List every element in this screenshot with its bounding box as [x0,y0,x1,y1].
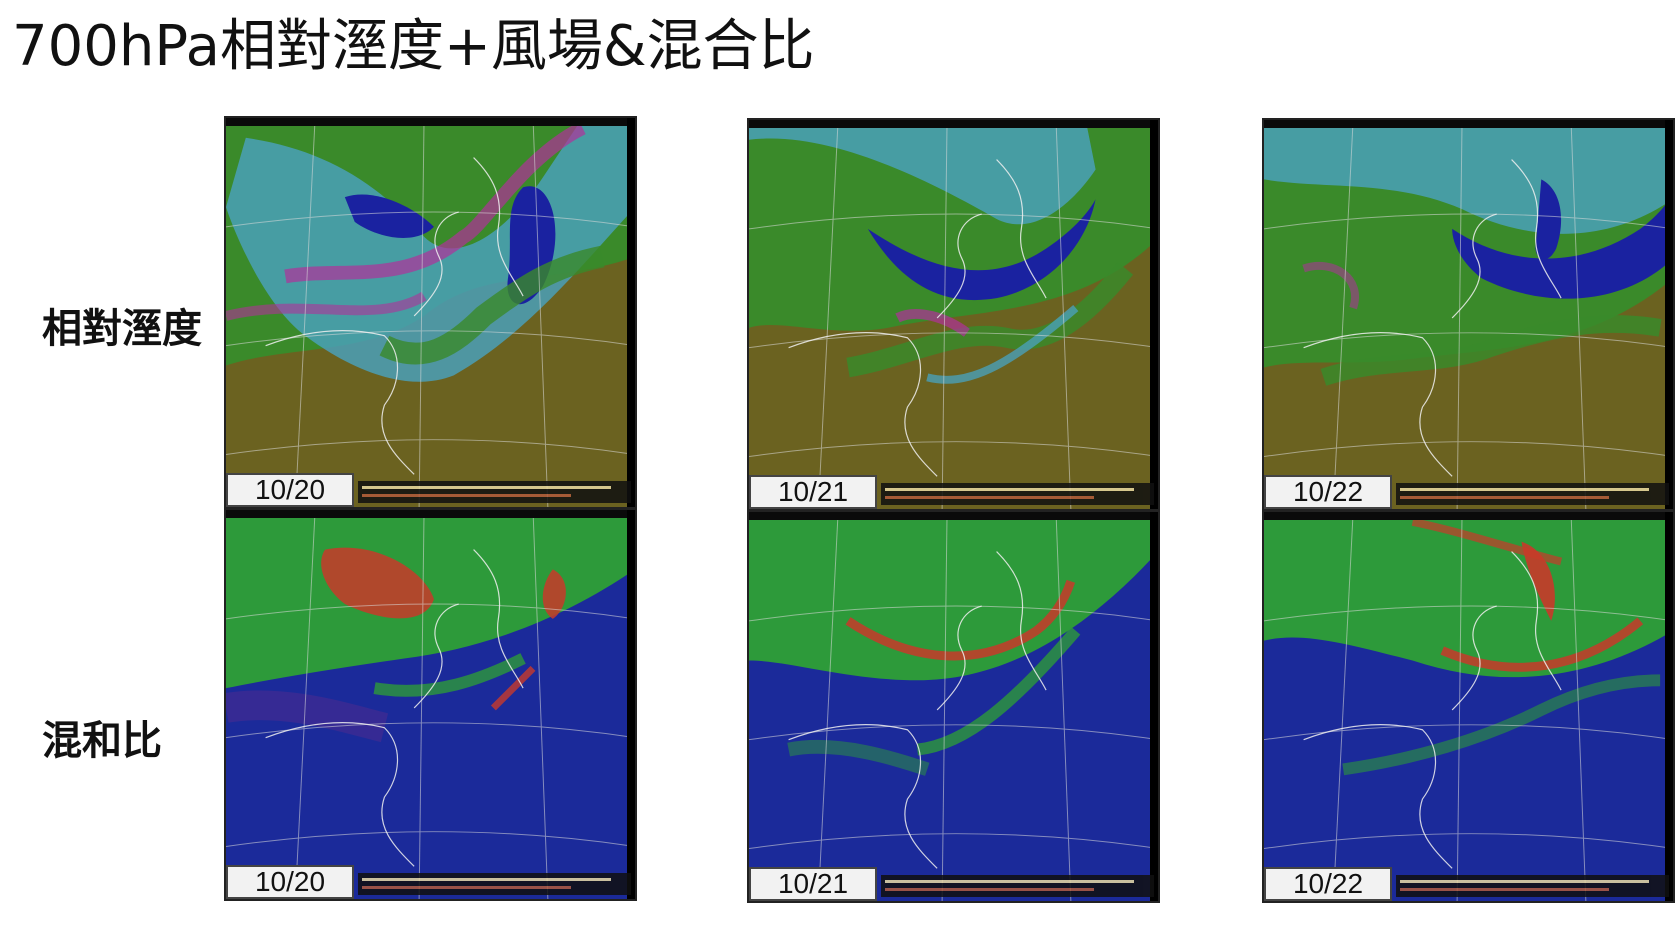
map-info-strip [881,875,1154,897]
rh-map-image [749,120,1158,509]
date-label: 10/20 [226,865,354,899]
slide-title: 700hPa相對溼度+風場&混合比 [12,14,815,79]
mr-map-image [749,512,1158,901]
map-info-strip [358,873,631,895]
map-info-strip [1396,875,1669,897]
date-label: 10/20 [226,473,354,507]
date-label: 10/22 [1264,475,1392,509]
date-label: 10/22 [1264,867,1392,901]
mr-map-image [226,510,635,899]
date-label: 10/21 [749,867,877,901]
row-label-mixing-ratio: 混和比 [42,718,162,764]
rh-map-panel: 10/22 [1262,118,1675,511]
rh-map-image [226,118,635,507]
map-info-strip [1396,483,1669,505]
map-info-strip [358,481,631,503]
map-info-strip [881,483,1154,505]
rh-map-panel: 10/21 [747,118,1160,511]
mr-map-panel: 10/22 [1262,510,1675,903]
mr-map-panel: 10/20 [224,508,637,901]
mr-map-image [1264,512,1673,901]
date-label: 10/21 [749,475,877,509]
mr-map-panel: 10/21 [747,510,1160,903]
rh-map-image [1264,120,1673,509]
row-label-relative-humidity: 相對溼度 [42,306,202,352]
rh-map-panel: 10/20 [224,116,637,509]
